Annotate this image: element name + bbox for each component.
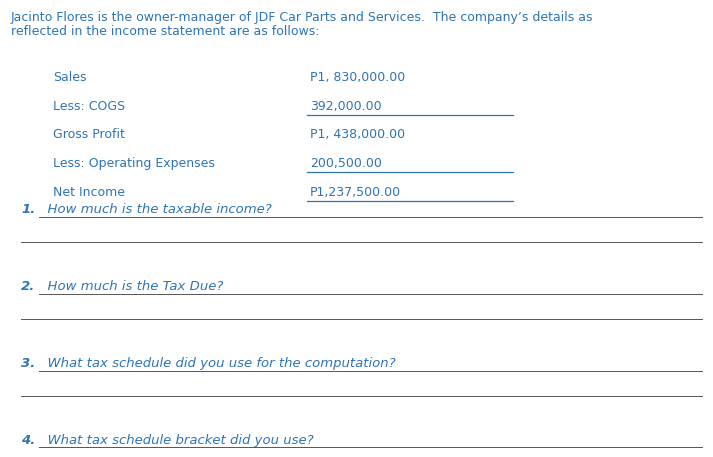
Text: Less: Operating Expenses: Less: Operating Expenses — [53, 157, 215, 170]
Text: How much is the taxable income?: How much is the taxable income? — [39, 203, 272, 216]
Text: 392,000.00: 392,000.00 — [310, 100, 381, 112]
Text: reflected in the income statement are as follows:: reflected in the income statement are as… — [11, 25, 319, 38]
Text: What tax schedule bracket did you use?: What tax schedule bracket did you use? — [39, 434, 314, 446]
Text: Less: COGS: Less: COGS — [53, 100, 125, 112]
Text: P1,237,500.00: P1,237,500.00 — [310, 186, 401, 199]
Text: P1, 438,000.00: P1, 438,000.00 — [310, 128, 405, 141]
Text: 200,500.00: 200,500.00 — [310, 157, 382, 170]
Text: Gross Profit: Gross Profit — [53, 128, 125, 141]
Text: 4.: 4. — [21, 434, 36, 446]
Text: Jacinto Flores is the owner-manager of JDF Car Parts and Services.  The company’: Jacinto Flores is the owner-manager of J… — [11, 11, 593, 24]
Text: 1.: 1. — [21, 203, 36, 216]
Text: Net Income: Net Income — [53, 186, 125, 199]
Text: How much is the Tax Due?: How much is the Tax Due? — [39, 280, 224, 293]
Text: What tax schedule did you use for the computation?: What tax schedule did you use for the co… — [39, 357, 396, 370]
Text: 2.: 2. — [21, 280, 36, 293]
Text: 3.: 3. — [21, 357, 36, 370]
Text: Sales: Sales — [53, 71, 87, 84]
Text: P1, 830,000.00: P1, 830,000.00 — [310, 71, 406, 84]
